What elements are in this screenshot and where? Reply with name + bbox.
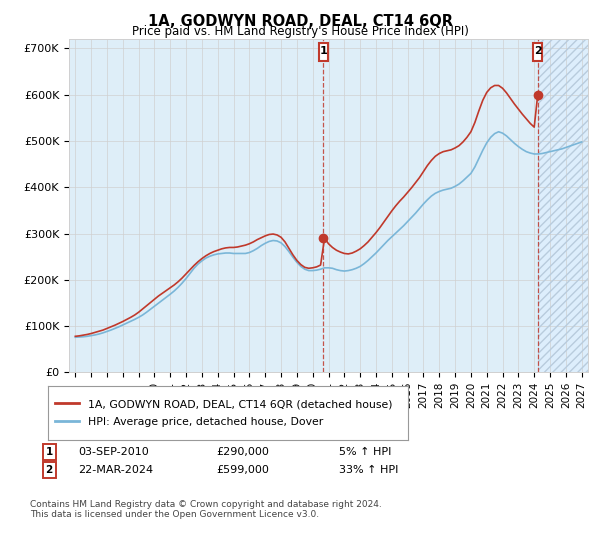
- Text: Contains HM Land Registry data © Crown copyright and database right 2024.
This d: Contains HM Land Registry data © Crown c…: [30, 500, 382, 519]
- Text: £290,000: £290,000: [216, 447, 269, 457]
- Text: £599,000: £599,000: [216, 465, 269, 475]
- Text: 1A, GODWYN ROAD, DEAL, CT14 6QR: 1A, GODWYN ROAD, DEAL, CT14 6QR: [148, 14, 452, 29]
- Text: Price paid vs. HM Land Registry's House Price Index (HPI): Price paid vs. HM Land Registry's House …: [131, 25, 469, 38]
- Text: 1: 1: [46, 447, 53, 457]
- Text: 2: 2: [46, 465, 53, 475]
- Text: 33% ↑ HPI: 33% ↑ HPI: [339, 465, 398, 475]
- Text: 2: 2: [534, 46, 542, 57]
- FancyBboxPatch shape: [319, 43, 328, 62]
- Text: 1: 1: [319, 46, 327, 57]
- Text: 03-SEP-2010: 03-SEP-2010: [78, 447, 149, 457]
- FancyBboxPatch shape: [533, 43, 542, 62]
- Text: 5% ↑ HPI: 5% ↑ HPI: [339, 447, 391, 457]
- Legend: 1A, GODWYN ROAD, DEAL, CT14 6QR (detached house), HPI: Average price, detached h: 1A, GODWYN ROAD, DEAL, CT14 6QR (detache…: [50, 394, 398, 432]
- Text: 22-MAR-2024: 22-MAR-2024: [78, 465, 153, 475]
